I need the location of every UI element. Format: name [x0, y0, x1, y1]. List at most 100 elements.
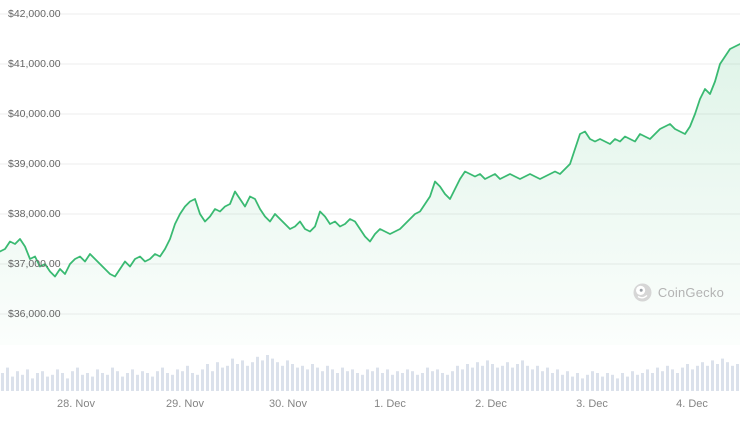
- volume-bar: [96, 369, 99, 391]
- volume-bar: [561, 374, 564, 391]
- price-line: [0, 43, 740, 278]
- volume-bar: [531, 369, 534, 391]
- volume-bar: [86, 373, 89, 391]
- volume-bar: [481, 365, 484, 391]
- volume-bar: [496, 367, 499, 391]
- volume-bar: [56, 369, 59, 391]
- y-tick-label: $41,000.00: [8, 58, 61, 70]
- volume-bar: [226, 365, 229, 391]
- volume-bar: [461, 369, 464, 391]
- volume-bar: [596, 373, 599, 391]
- volume-bar: [126, 373, 129, 391]
- volume-bar: [326, 365, 329, 391]
- volume-bar: [651, 373, 654, 391]
- volume-bar: [36, 373, 39, 391]
- volume-bar: [76, 367, 79, 391]
- y-axis-labels: $42,000.00 $41,000.00 $40,000.00 $39,000.00…: [8, 8, 61, 320]
- volume-bar: [201, 369, 204, 391]
- volume-bar: [416, 374, 419, 391]
- volume-bar: [521, 360, 524, 391]
- volume-bar: [191, 373, 194, 391]
- volume-bar: [601, 376, 604, 391]
- y-tick-label: $39,000.00: [8, 158, 61, 170]
- volume-bar: [386, 369, 389, 391]
- volume-bar: [606, 373, 609, 391]
- x-axis-labels: 28. Nov 29. Nov 30. Nov 1. Dec 2. Dec 3. Dec 4…: [57, 398, 708, 410]
- volume-bar: [51, 374, 54, 391]
- volume-bar: [511, 367, 514, 391]
- volume-bar: [276, 362, 279, 391]
- volume-bar: [91, 376, 94, 391]
- volume-bar: [306, 369, 309, 391]
- volume-bar: [616, 378, 619, 391]
- volume-bar: [61, 373, 64, 391]
- volume-bar: [31, 378, 34, 391]
- volume-bar: [691, 369, 694, 391]
- volume-bar: [406, 369, 409, 391]
- volume-bar: [716, 364, 719, 391]
- volume-bar: [451, 371, 454, 391]
- x-tick-label: 4. Dec: [676, 398, 708, 410]
- volume-bar: [166, 373, 169, 391]
- volume-bar: [506, 362, 509, 391]
- volume-bar: [706, 365, 709, 391]
- volume-bar: [321, 371, 324, 391]
- x-tick-label: 1. Dec: [374, 398, 406, 410]
- volume-bar: [646, 369, 649, 391]
- volume-bar: [246, 365, 249, 391]
- volume-bar: [176, 369, 179, 391]
- volume-bar: [621, 373, 624, 391]
- volume-bar: [301, 365, 304, 391]
- y-tick-label: $36,000.00: [8, 308, 61, 320]
- volume-bar: [631, 371, 634, 391]
- volume-bar: [256, 356, 259, 391]
- volume-bar: [391, 374, 394, 391]
- volume-bar: [366, 369, 369, 391]
- volume-bar: [271, 358, 274, 391]
- volume-bar: [376, 367, 379, 391]
- volume-bar: [311, 364, 314, 391]
- x-tick-label: 29. Nov: [166, 398, 204, 410]
- volume-bar: [636, 374, 639, 391]
- volume-bar: [101, 373, 104, 391]
- volume-bar: [471, 367, 474, 391]
- price-area-fill: [0, 44, 740, 345]
- x-tick-label: 28. Nov: [57, 398, 95, 410]
- volume-bar: [21, 374, 24, 391]
- volume-bar: [81, 374, 84, 391]
- x-tick-label: 2. Dec: [475, 398, 507, 410]
- volume-bar: [546, 367, 549, 391]
- volume-bar: [196, 374, 199, 391]
- volume-bar: [221, 367, 224, 391]
- volume-bar: [576, 373, 579, 391]
- volume-bar: [331, 369, 334, 391]
- volume-bar: [341, 367, 344, 391]
- volume-bar: [121, 376, 124, 391]
- volume-bar: [351, 369, 354, 391]
- volume-bar: [241, 360, 244, 391]
- volume-bar: [436, 369, 439, 391]
- volume-bar: [291, 364, 294, 391]
- volume-bar: [721, 358, 724, 391]
- volume-bar: [516, 364, 519, 391]
- x-tick-label: 3. Dec: [576, 398, 608, 410]
- volume-bar: [71, 371, 74, 391]
- volume-bar: [626, 376, 629, 391]
- volume-bar: [211, 371, 214, 391]
- volume-bar: [371, 371, 374, 391]
- volume-bar: [491, 364, 494, 391]
- volume-bar: [456, 365, 459, 391]
- volume-bar: [281, 365, 284, 391]
- volume-bar: [701, 362, 704, 391]
- volume-bar: [711, 360, 714, 391]
- volume-bar: [736, 364, 739, 391]
- volume-bar: [296, 367, 299, 391]
- volume-bar: [286, 360, 289, 391]
- volume-bar: [661, 371, 664, 391]
- volume-bar: [486, 360, 489, 391]
- x-tick-label: 30. Nov: [269, 398, 307, 410]
- volume-bar: [686, 364, 689, 391]
- volume-bar: [541, 371, 544, 391]
